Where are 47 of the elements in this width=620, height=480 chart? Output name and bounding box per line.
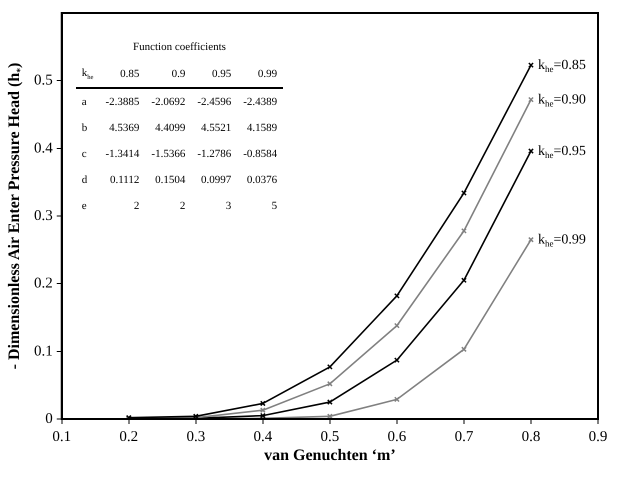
annotation: 0.9	[145, 61, 192, 88]
annotation: 2	[178, 199, 186, 214]
annotation: 4.1589	[246, 121, 278, 136]
annotation: -1.5366	[150, 147, 186, 162]
annotation: -0.8584	[242, 147, 278, 162]
annotation: 0.85	[99, 61, 146, 88]
annotation: 0.0997	[200, 173, 232, 188]
annotation: d	[80, 173, 88, 188]
annotation: -1.2786	[196, 147, 232, 162]
annotation: 0.1112	[108, 173, 140, 188]
y-tick-label: 0.4	[34, 140, 54, 156]
y-tick-label: 0.2	[34, 276, 53, 292]
x-tick-label: 0.4	[253, 428, 273, 445]
x-axis-title: van Genuchten ‘m’	[264, 447, 396, 465]
annotation: 4.4099	[154, 121, 186, 136]
annotation: -2.4596	[196, 95, 232, 110]
annotation: -2.3885	[104, 95, 140, 110]
y-tick-label: 0	[45, 410, 53, 427]
annotation: 0.99	[237, 61, 284, 88]
annotation: 2	[132, 199, 140, 214]
x-tick-label: 0.7	[454, 428, 474, 445]
annotation: -1.3414	[104, 147, 140, 162]
annotation: 0.95	[191, 61, 238, 88]
annotation: 4.5521	[200, 121, 232, 136]
annotation: 5	[270, 199, 278, 214]
annotation: -2.0692	[150, 95, 186, 110]
annotation: 3	[224, 199, 232, 214]
annotation: a	[80, 95, 88, 110]
x-tick-label: 0.1	[52, 428, 72, 445]
y-tick-label: 0.1	[34, 343, 53, 360]
x-tick-label: 0.8	[522, 428, 540, 445]
y-tick-label: 0.3	[34, 208, 53, 224]
annotation: e	[80, 199, 88, 214]
x-tick-label: 0.5	[320, 428, 340, 445]
annotation: -2.4389	[242, 95, 278, 110]
annotation: 0.0376	[246, 173, 278, 188]
annotation: c	[80, 147, 88, 162]
annotation: Function coefficients	[132, 41, 227, 55]
annotation: 4.5369	[108, 121, 140, 136]
annotation: b	[80, 121, 88, 136]
annotation: 0.1504	[154, 173, 186, 188]
x-tick-label: 0.2	[119, 428, 138, 445]
annotation: k$_{he}$	[76, 61, 100, 88]
x-tick-label: 0.3	[186, 428, 206, 445]
y-tick-label: 0.5	[34, 72, 53, 89]
x-tick-label: 0.9	[588, 428, 608, 445]
x-tick-label: 0.6	[388, 428, 407, 445]
